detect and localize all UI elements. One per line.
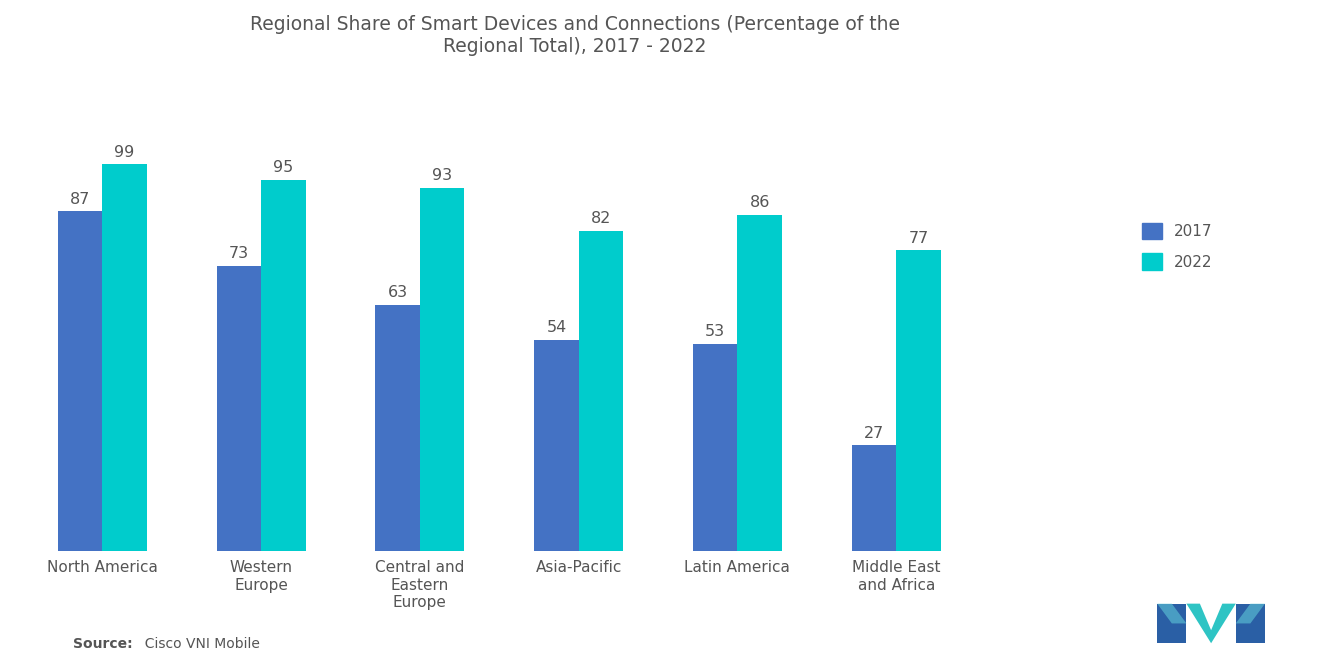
Text: 95: 95 xyxy=(273,160,293,176)
Text: 99: 99 xyxy=(115,145,135,160)
Text: 27: 27 xyxy=(863,426,884,441)
Bar xyxy=(896,250,941,551)
Bar xyxy=(216,266,261,551)
Bar xyxy=(738,215,781,551)
Legend: 2017, 2022: 2017, 2022 xyxy=(1142,223,1213,270)
Text: 63: 63 xyxy=(388,285,408,300)
Polygon shape xyxy=(1236,604,1265,624)
Polygon shape xyxy=(1158,604,1187,643)
Text: 87: 87 xyxy=(70,192,90,207)
Title: Regional Share of Smart Devices and Connections (Percentage of the
Regional Tota: Regional Share of Smart Devices and Conn… xyxy=(249,15,900,56)
Bar xyxy=(693,344,738,551)
Text: 82: 82 xyxy=(590,211,611,226)
Bar xyxy=(58,211,103,551)
Text: 73: 73 xyxy=(228,246,249,261)
Polygon shape xyxy=(1187,604,1236,643)
Text: 54: 54 xyxy=(546,321,566,335)
Text: 93: 93 xyxy=(432,168,453,183)
Bar xyxy=(535,340,578,551)
Bar xyxy=(103,164,147,551)
Bar xyxy=(851,446,896,551)
Polygon shape xyxy=(1236,604,1265,643)
Text: 77: 77 xyxy=(908,231,928,245)
Bar xyxy=(578,231,623,551)
Text: Cisco VNI Mobile: Cisco VNI Mobile xyxy=(136,637,260,652)
Bar xyxy=(420,188,465,551)
Polygon shape xyxy=(1158,604,1187,624)
Text: Source:: Source: xyxy=(73,637,132,652)
Text: 86: 86 xyxy=(750,196,770,211)
Bar xyxy=(261,180,305,551)
Text: 53: 53 xyxy=(705,325,725,339)
Bar xyxy=(375,305,420,551)
